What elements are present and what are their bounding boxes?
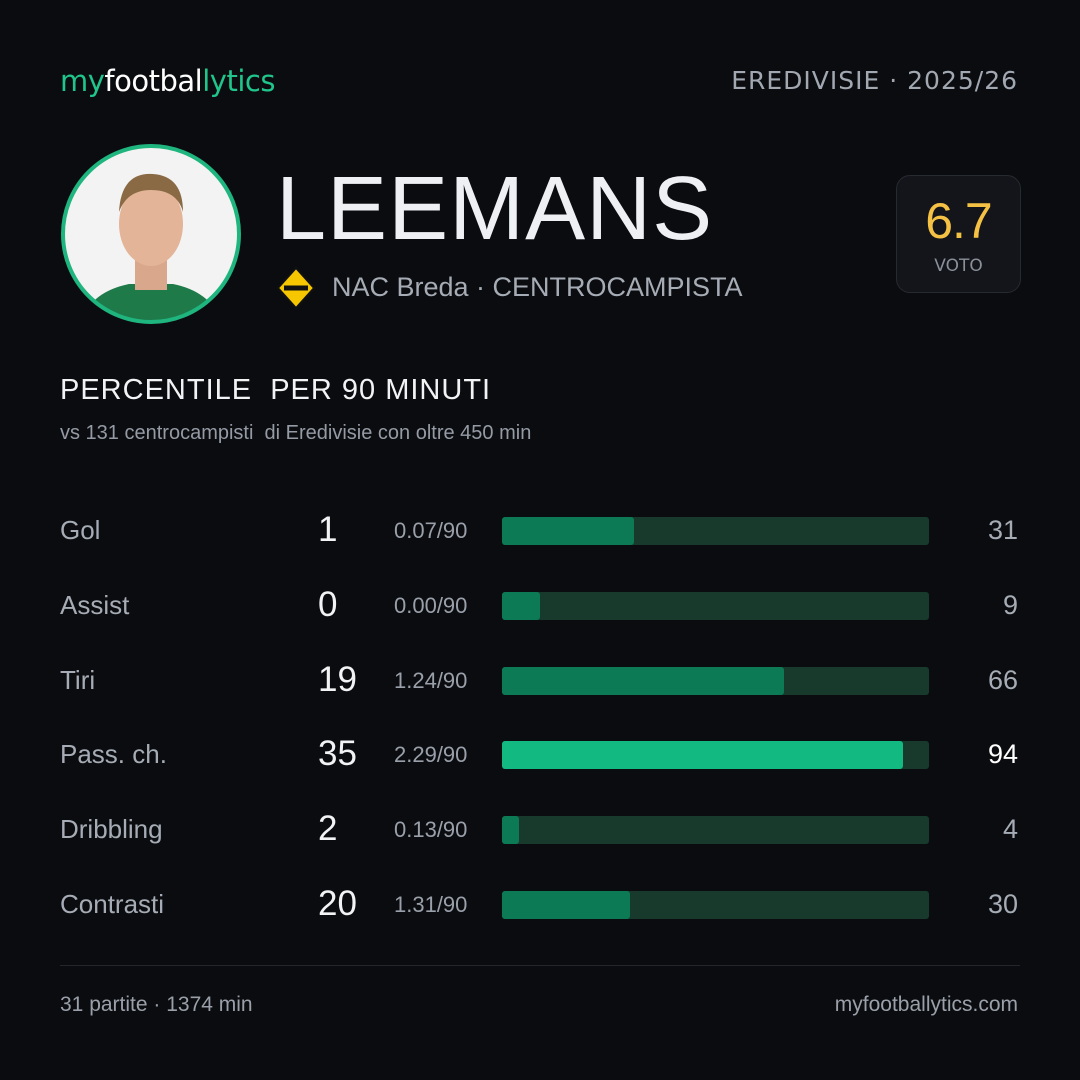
brand-part: my — [60, 64, 105, 98]
brand: myfootballytics — [60, 64, 275, 98]
league: EREDIVISIE · 2025/26 — [731, 66, 1018, 95]
stat-total: 2 — [318, 809, 338, 849]
percentile-bar — [502, 517, 635, 545]
stat-label: Assist — [60, 589, 130, 620]
brand-part: lytics — [202, 64, 275, 98]
footer-left: 31 partite · 1374 min — [60, 993, 253, 1016]
percentile-bar — [502, 741, 904, 770]
player-name: LEEMANS — [276, 159, 714, 259]
stat-total: 0 — [318, 584, 338, 624]
percentile-label: 30 — [987, 889, 1018, 919]
section-title: PERCENTILE PER 90 MINUTI — [60, 374, 492, 406]
stat-label: Dribbling — [60, 814, 163, 845]
avatar — [61, 144, 241, 324]
percentile-label: 4 — [1002, 814, 1018, 845]
percentile-label: 94 — [987, 739, 1018, 770]
rating: 6.7 — [925, 193, 993, 249]
bar-track — [502, 891, 929, 919]
percentile-bar — [502, 816, 520, 845]
stat-per90: 0.13/90 — [394, 817, 468, 843]
stat-per90: 0.07/90 — [394, 518, 468, 543]
stat-label: Tiri — [60, 664, 96, 695]
percentile-label: 31 — [987, 515, 1018, 545]
rating-label: VOTO — [934, 256, 983, 276]
stat-total: 19 — [318, 659, 357, 699]
percentile-label: 66 — [987, 664, 1018, 695]
stat-per90: 0.00/90 — [394, 592, 468, 618]
team-badge — [276, 266, 316, 310]
stat-label: Gol — [60, 515, 101, 545]
stat-per90: 1.31/90 — [394, 892, 468, 917]
percentile-bar — [502, 891, 631, 919]
section-subtitle: vs 131 centrocampisti di Eredivisie con … — [60, 422, 532, 444]
percentile-bar — [502, 666, 784, 695]
percentile-bar — [502, 591, 541, 620]
bar-track — [502, 741, 929, 770]
stat-label: Contrasti — [60, 889, 165, 919]
bar-track — [502, 816, 929, 845]
team: NAC Breda · CENTROCAMPISTA — [332, 272, 743, 302]
bar-track — [502, 517, 929, 545]
footer-right: myfootballytics.com — [834, 993, 1018, 1016]
stat-total: 1 — [318, 510, 338, 549]
stat-per90: 1.24/90 — [394, 667, 468, 693]
bar-track — [502, 591, 929, 620]
brand-part: footbal — [104, 64, 203, 98]
stat-total: 20 — [318, 884, 357, 923]
percentile-label: 9 — [1002, 589, 1018, 620]
stat-total: 35 — [318, 734, 357, 774]
stat-per90: 2.29/90 — [394, 742, 468, 768]
divider — [60, 965, 1020, 966]
stat-label: Pass. ch. — [60, 739, 167, 770]
bar-track — [502, 666, 929, 695]
rating-box: 6.7 VOTO — [896, 175, 1021, 293]
